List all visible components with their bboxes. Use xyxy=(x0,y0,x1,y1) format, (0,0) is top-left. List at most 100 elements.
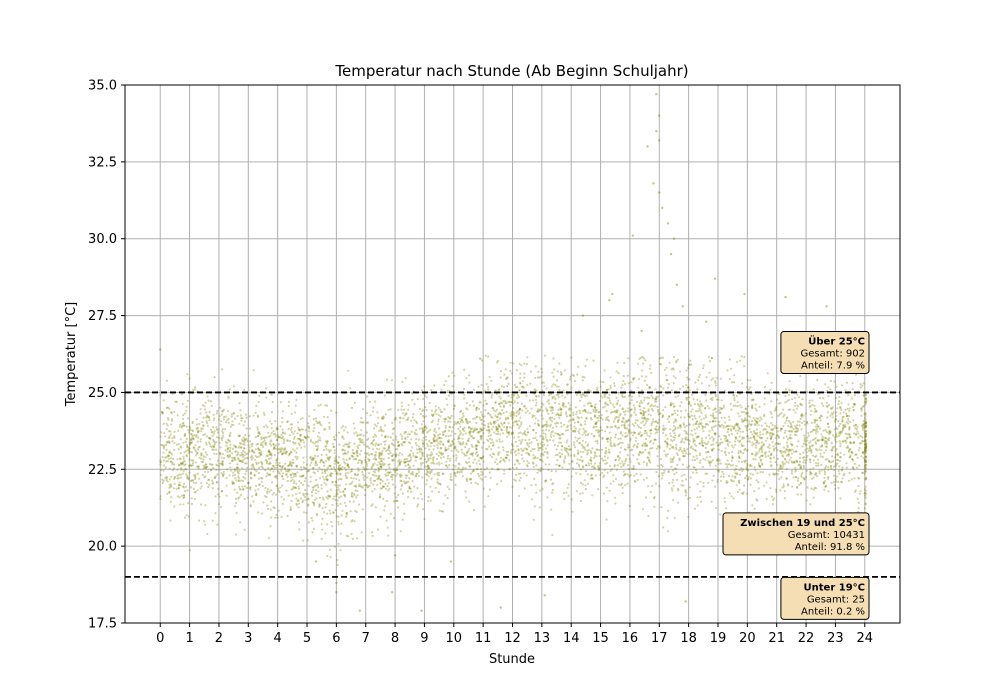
data-point xyxy=(634,480,637,483)
data-point xyxy=(517,494,521,498)
data-point xyxy=(499,376,502,379)
data-point xyxy=(804,412,807,415)
data-point xyxy=(712,443,715,446)
data-point xyxy=(394,499,397,502)
data-point xyxy=(333,445,336,448)
data-point xyxy=(395,469,398,472)
data-point xyxy=(281,435,285,438)
data-point xyxy=(738,427,741,430)
data-point xyxy=(298,429,301,432)
data-point xyxy=(237,475,240,478)
data-point xyxy=(672,498,675,502)
data-point xyxy=(343,452,346,455)
data-point xyxy=(465,460,468,464)
data-point xyxy=(444,429,447,433)
data-point xyxy=(437,441,440,445)
data-point xyxy=(366,452,369,455)
data-point xyxy=(742,444,745,447)
data-point xyxy=(298,492,301,495)
data-point xyxy=(356,474,359,477)
data-point xyxy=(750,423,753,426)
data-point xyxy=(503,460,506,463)
data-point xyxy=(427,475,430,478)
data-point xyxy=(250,458,253,461)
data-point xyxy=(277,443,280,446)
data-point xyxy=(346,463,349,466)
data-point xyxy=(375,458,378,461)
data-point xyxy=(375,425,378,428)
data-point xyxy=(581,439,584,442)
data-point xyxy=(184,434,187,438)
data-point xyxy=(792,409,795,412)
data-point xyxy=(557,414,561,417)
data-point xyxy=(335,515,338,518)
data-point xyxy=(410,490,413,493)
data-point xyxy=(458,437,461,440)
data-point xyxy=(552,357,555,360)
data-point xyxy=(191,434,194,438)
data-point xyxy=(560,448,563,451)
data-point xyxy=(735,464,738,468)
data-point xyxy=(720,479,723,482)
data-point xyxy=(200,481,203,485)
data-point xyxy=(328,450,331,453)
data-point xyxy=(447,434,450,438)
data-point xyxy=(629,401,632,404)
data-point xyxy=(354,489,357,492)
data-point xyxy=(382,485,385,488)
data-point xyxy=(344,483,348,486)
data-point xyxy=(488,488,491,491)
data-point xyxy=(281,474,284,477)
data-point xyxy=(496,427,499,430)
data-point xyxy=(464,407,468,410)
data-point xyxy=(621,407,624,410)
data-point xyxy=(265,495,268,499)
data-point xyxy=(509,412,512,415)
data-point xyxy=(341,436,344,439)
data-point xyxy=(330,472,333,475)
data-point xyxy=(307,469,310,472)
data-point xyxy=(219,406,222,409)
data-point xyxy=(240,417,243,420)
data-point xyxy=(323,470,326,473)
data-point xyxy=(558,362,561,365)
data-point xyxy=(627,357,630,360)
data-point xyxy=(335,459,338,462)
data-point xyxy=(316,444,319,448)
data-point xyxy=(758,448,761,451)
data-point xyxy=(496,468,499,471)
data-point xyxy=(479,430,482,433)
data-point xyxy=(619,451,622,454)
data-point xyxy=(273,491,276,495)
data-point xyxy=(212,481,215,484)
data-point xyxy=(653,505,656,508)
data-point xyxy=(686,448,689,451)
data-point xyxy=(626,434,629,437)
data-point xyxy=(423,518,426,521)
data-point xyxy=(712,414,715,417)
data-point xyxy=(407,404,410,407)
data-point xyxy=(303,480,306,483)
data-point xyxy=(481,428,484,432)
data-point xyxy=(401,492,404,495)
data-point xyxy=(185,409,188,412)
data-point xyxy=(457,450,460,453)
data-point xyxy=(215,468,218,471)
data-point xyxy=(546,452,549,455)
data-point xyxy=(505,453,509,456)
data-point xyxy=(516,459,519,462)
data-point xyxy=(532,454,535,457)
data-point xyxy=(727,444,730,447)
data-point xyxy=(159,459,162,462)
data-point xyxy=(204,463,207,466)
data-point xyxy=(690,429,694,432)
data-point xyxy=(225,421,228,424)
data-point xyxy=(339,532,342,535)
data-point xyxy=(496,463,499,466)
data-point xyxy=(414,456,417,459)
data-point xyxy=(319,459,322,462)
data-point xyxy=(762,428,765,431)
data-point xyxy=(503,421,506,424)
data-point xyxy=(629,460,632,463)
data-point xyxy=(703,417,706,420)
